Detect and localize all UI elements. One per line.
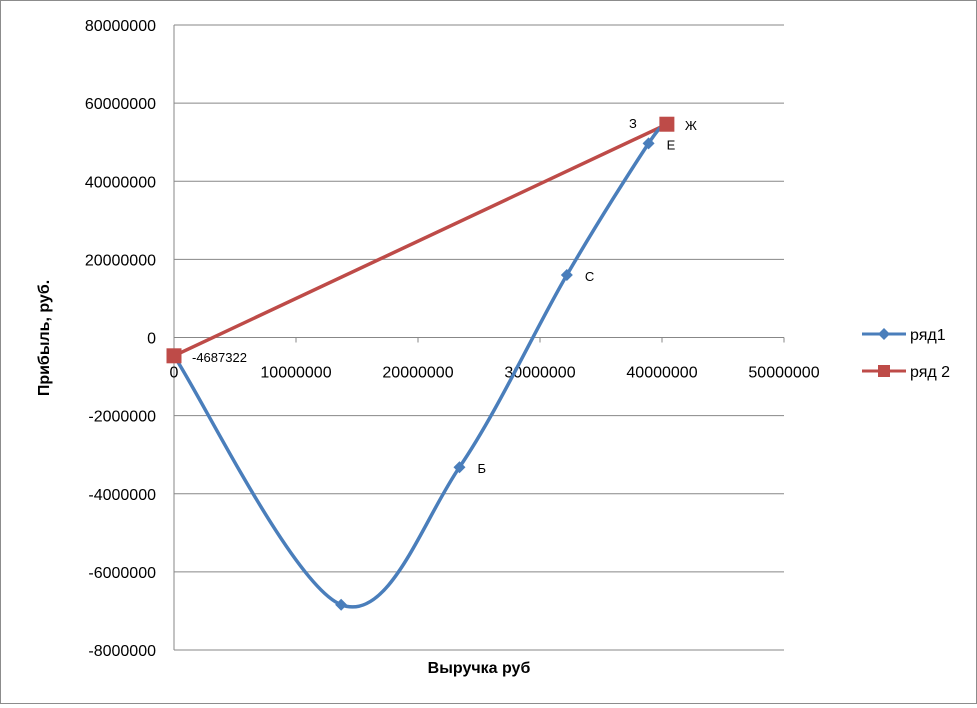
- data-label: С: [585, 269, 594, 284]
- series-1-point: [642, 137, 655, 150]
- x-tick-label: 0: [170, 365, 179, 382]
- series-2-point: [659, 116, 675, 132]
- series-1-point: [335, 598, 348, 611]
- y-tick-label: 60000000: [85, 96, 156, 113]
- labels-layer: Б С Е -4687322 Ж З: [192, 116, 697, 476]
- x-tick-label: 10000000: [260, 365, 331, 382]
- x-axis-title: Выручка руб: [428, 660, 531, 677]
- y-tick-label: 40000000: [85, 174, 156, 191]
- legend-label-2: ряд 2: [910, 364, 950, 381]
- y-tick-label: -6000000: [88, 565, 156, 582]
- data-label: Б: [477, 461, 486, 476]
- y-tick-label: -2000000: [88, 409, 156, 426]
- series-1-point: [560, 269, 573, 281]
- x-tick-label: 30000000: [504, 365, 575, 382]
- y-tick-label: 20000000: [85, 252, 156, 269]
- x-tick-label: 50000000: [748, 365, 819, 382]
- data-label: Е: [667, 137, 676, 152]
- annotation-label: З: [629, 116, 637, 131]
- legend-label-1: ряд1: [910, 327, 946, 344]
- y-axis-title: Прибыль, руб.: [36, 280, 53, 396]
- legend: ряд1 ряд 2: [862, 327, 950, 381]
- series-1-point: [453, 461, 466, 474]
- legend-item-1: ряд1: [862, 327, 946, 344]
- series-line-1: [172, 122, 669, 609]
- legend-swatch-marker-1: [878, 328, 890, 340]
- data-label: -4687322: [192, 350, 247, 365]
- y-tick-label: -8000000: [88, 643, 156, 660]
- y-tick-label: -4000000: [88, 487, 156, 504]
- axes: 80000000 60000000 40000000 20000000 0 -200000…: [85, 18, 820, 660]
- legend-item-2: ряд 2: [862, 364, 950, 381]
- series-layer: [166, 116, 675, 611]
- series-line-2: [173, 122, 668, 358]
- x-tick-label: 20000000: [382, 365, 453, 382]
- legend-swatch-marker-2: [878, 365, 890, 377]
- y-tick-label: 80000000: [85, 18, 156, 35]
- x-tick-label: 40000000: [626, 365, 697, 382]
- series-2-point: [166, 348, 182, 364]
- data-label: Ж: [685, 118, 697, 133]
- y-tick-label: 0: [147, 331, 156, 348]
